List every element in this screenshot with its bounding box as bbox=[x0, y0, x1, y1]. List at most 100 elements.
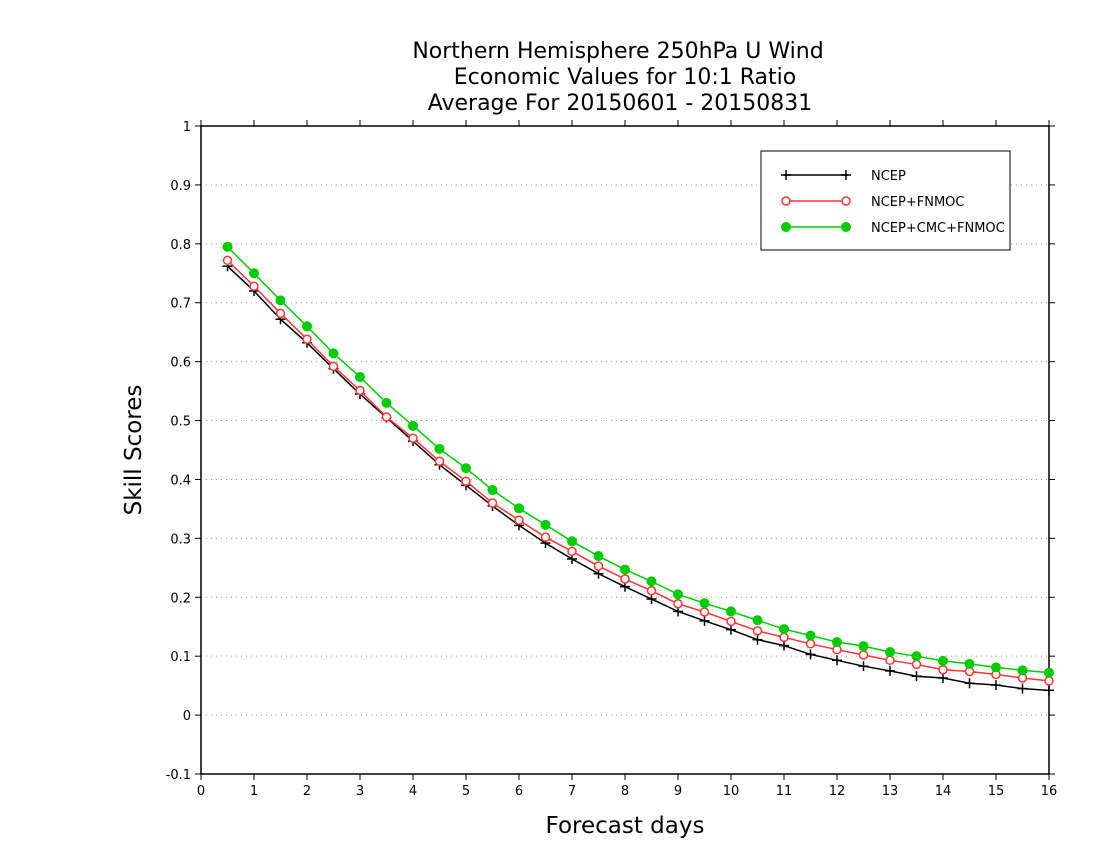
y-tick-label: 0.4 bbox=[170, 473, 191, 488]
data-point bbox=[540, 519, 551, 530]
data-point bbox=[1044, 667, 1054, 678]
legend-item: NCEP+FNMOC bbox=[781, 195, 964, 210]
axis-ticks bbox=[195, 120, 1055, 780]
data-point bbox=[408, 433, 418, 443]
data-point bbox=[779, 640, 789, 651]
legend: NCEP NCEP+FNMOC NCEP+CMC+FNMOC bbox=[760, 150, 1011, 251]
data-point bbox=[964, 678, 975, 689]
data-point bbox=[805, 649, 816, 660]
x-tick-label: 16 bbox=[1041, 784, 1058, 799]
x-tick-label: 13 bbox=[882, 784, 899, 799]
data-point bbox=[567, 546, 577, 557]
y-tick-label: 0.3 bbox=[170, 532, 191, 547]
x-tick-labels: 0 1 2 3 4 5 6 7 8 9 10 11 12 13 14 15 16 bbox=[197, 784, 1057, 799]
data-point bbox=[938, 672, 948, 683]
y-tick-label: -0.1 bbox=[166, 768, 191, 783]
y-tick-label: 0.1 bbox=[170, 650, 191, 665]
data-point bbox=[673, 589, 683, 600]
data-point bbox=[434, 443, 445, 454]
data-point bbox=[805, 639, 816, 649]
x-tick-label: 4 bbox=[409, 784, 417, 799]
data-point bbox=[1044, 685, 1054, 696]
x-tick-label: 14 bbox=[935, 784, 952, 799]
y-tick-label: 0.5 bbox=[170, 415, 191, 430]
data-point bbox=[752, 634, 763, 645]
data-point bbox=[779, 632, 789, 643]
data-point bbox=[487, 498, 498, 508]
data-point bbox=[699, 615, 710, 626]
y-axis-label: Skill Scores bbox=[121, 385, 147, 516]
data-point bbox=[938, 664, 948, 675]
series-line bbox=[226, 259, 1050, 682]
data-point bbox=[991, 662, 1001, 673]
data-point bbox=[858, 641, 869, 652]
y-tick-label: 0.8 bbox=[170, 238, 191, 253]
data-point bbox=[222, 241, 233, 252]
series-ncep-cmc-fnmoc bbox=[222, 241, 1054, 678]
legend-marker bbox=[781, 170, 791, 180]
data-point bbox=[514, 515, 524, 525]
data-point bbox=[911, 651, 922, 662]
data-point bbox=[646, 594, 657, 605]
data-point bbox=[275, 308, 286, 319]
series-line bbox=[226, 246, 1050, 674]
y-tick-label: 0.7 bbox=[170, 297, 191, 312]
data-point bbox=[885, 647, 895, 658]
legend-marker bbox=[841, 170, 851, 180]
data-point bbox=[434, 456, 445, 466]
title-line-1: Northern Hemisphere 250hPa U Wind bbox=[412, 39, 823, 64]
data-point bbox=[699, 598, 710, 609]
x-tick-label: 5 bbox=[462, 784, 470, 799]
data-point bbox=[752, 626, 763, 636]
x-tick-label: 7 bbox=[568, 784, 576, 799]
data-point bbox=[222, 255, 233, 266]
data-point bbox=[328, 348, 339, 359]
grid-lines bbox=[201, 184, 1049, 716]
x-tick-label: 0 bbox=[197, 784, 205, 799]
data-point bbox=[858, 661, 869, 672]
x-tick-label: 3 bbox=[356, 784, 364, 799]
series-layer bbox=[222, 241, 1054, 696]
x-tick-label: 6 bbox=[515, 784, 523, 799]
x-tick-label: 12 bbox=[829, 784, 846, 799]
data-point bbox=[726, 624, 736, 635]
data-point bbox=[964, 658, 975, 669]
data-point bbox=[911, 671, 922, 682]
data-point bbox=[646, 576, 657, 587]
data-point bbox=[832, 637, 842, 648]
data-point bbox=[646, 586, 657, 596]
x-tick-label: 2 bbox=[303, 784, 311, 799]
data-point bbox=[249, 281, 259, 291]
data-point bbox=[381, 412, 392, 422]
legend-marker bbox=[841, 222, 851, 232]
chart-title: Northern Hemisphere 250hPa U Wind Econom… bbox=[412, 39, 823, 116]
data-point bbox=[540, 532, 551, 542]
x-axis-label: Forecast days bbox=[546, 813, 705, 839]
data-point bbox=[858, 650, 869, 660]
data-point bbox=[1017, 665, 1028, 676]
legend-item: NCEP+CMC+FNMOC bbox=[781, 221, 1005, 236]
data-point bbox=[275, 295, 286, 306]
y-tick-label: 0.2 bbox=[170, 591, 191, 606]
series-line bbox=[226, 265, 1050, 692]
y-tick-label: 0.6 bbox=[170, 356, 191, 371]
title-line-2: Economic Values for 10:1 Ratio bbox=[454, 65, 796, 90]
data-point bbox=[461, 476, 471, 486]
data-point bbox=[461, 463, 471, 474]
series-ncep bbox=[222, 261, 1054, 696]
data-point bbox=[673, 599, 683, 609]
x-tick-label: 15 bbox=[988, 784, 1005, 799]
data-point bbox=[328, 361, 339, 372]
legend-label: NCEP+FNMOC bbox=[871, 195, 964, 210]
y-tick-labels: -0.1 0 0.1 0.2 0.3 0.4 0.5 0.6 0.7 0.8 0.9 1 bbox=[166, 120, 191, 783]
legend-label: NCEP+CMC+FNMOC bbox=[871, 221, 1005, 236]
y-tick-label: 0 bbox=[183, 709, 191, 724]
data-point bbox=[355, 371, 365, 382]
data-point bbox=[699, 607, 710, 617]
data-point bbox=[805, 630, 816, 641]
data-point bbox=[779, 624, 789, 635]
title-line-3: Average For 20150601 - 20150831 bbox=[428, 91, 813, 116]
data-point bbox=[1044, 676, 1054, 686]
y-tick-label: 1 bbox=[183, 120, 191, 135]
